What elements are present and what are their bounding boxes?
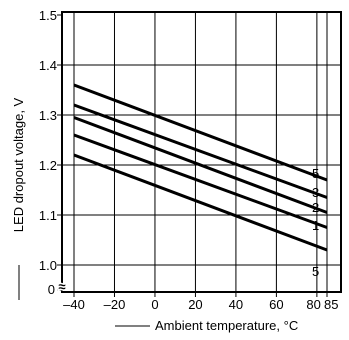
- y-axis-title: LED dropout voltage, V: [11, 97, 26, 232]
- series-line: [73, 153, 328, 252]
- x-tick-label: 0: [151, 297, 158, 312]
- x-tick-label: 85: [324, 297, 338, 312]
- tick-labels: –40 –20 0 20 40 60 80 851.01.11.21.31.41.5: [39, 8, 339, 312]
- axis-break-symbol: ≈: [58, 279, 65, 294]
- series-line: [73, 116, 328, 214]
- plot-frame: [61, 11, 342, 293]
- y-zero-label: 0: [48, 282, 55, 297]
- y-tick-label: 1.3: [39, 108, 57, 123]
- series-line: [73, 83, 328, 182]
- series-label: 5: [312, 264, 319, 279]
- x-tick-label: 20: [188, 297, 202, 312]
- series-label: 5: [312, 166, 319, 181]
- x-tick-label: –20: [104, 297, 126, 312]
- y-tick-label: 1.5: [39, 8, 57, 23]
- x-tick-label: –40: [63, 297, 85, 312]
- x-axis-title: Ambient temperature, °C: [155, 318, 298, 333]
- series-label: 1: [312, 218, 319, 233]
- y-tick-label: 1.0: [39, 258, 57, 273]
- x-tick-label: 60: [269, 297, 283, 312]
- y-tick-label: 1.2: [39, 158, 57, 173]
- x-tick-label: 40: [229, 297, 243, 312]
- y-tick-label: 1.4: [39, 58, 57, 73]
- x-tick-label: 80: [306, 297, 320, 312]
- ticks: [57, 14, 328, 297]
- y-axis-title-group: LED dropout voltage, V: [11, 97, 26, 300]
- series-line: [73, 133, 328, 229]
- series-layer: 5 32 1 5: [73, 83, 328, 279]
- series-label: 2: [312, 200, 319, 215]
- x-axis-title-group: Ambient temperature, °C: [115, 318, 298, 333]
- y-tick-label: 1.1: [39, 208, 57, 223]
- series-label: 3: [312, 185, 319, 200]
- series-line: [73, 103, 328, 199]
